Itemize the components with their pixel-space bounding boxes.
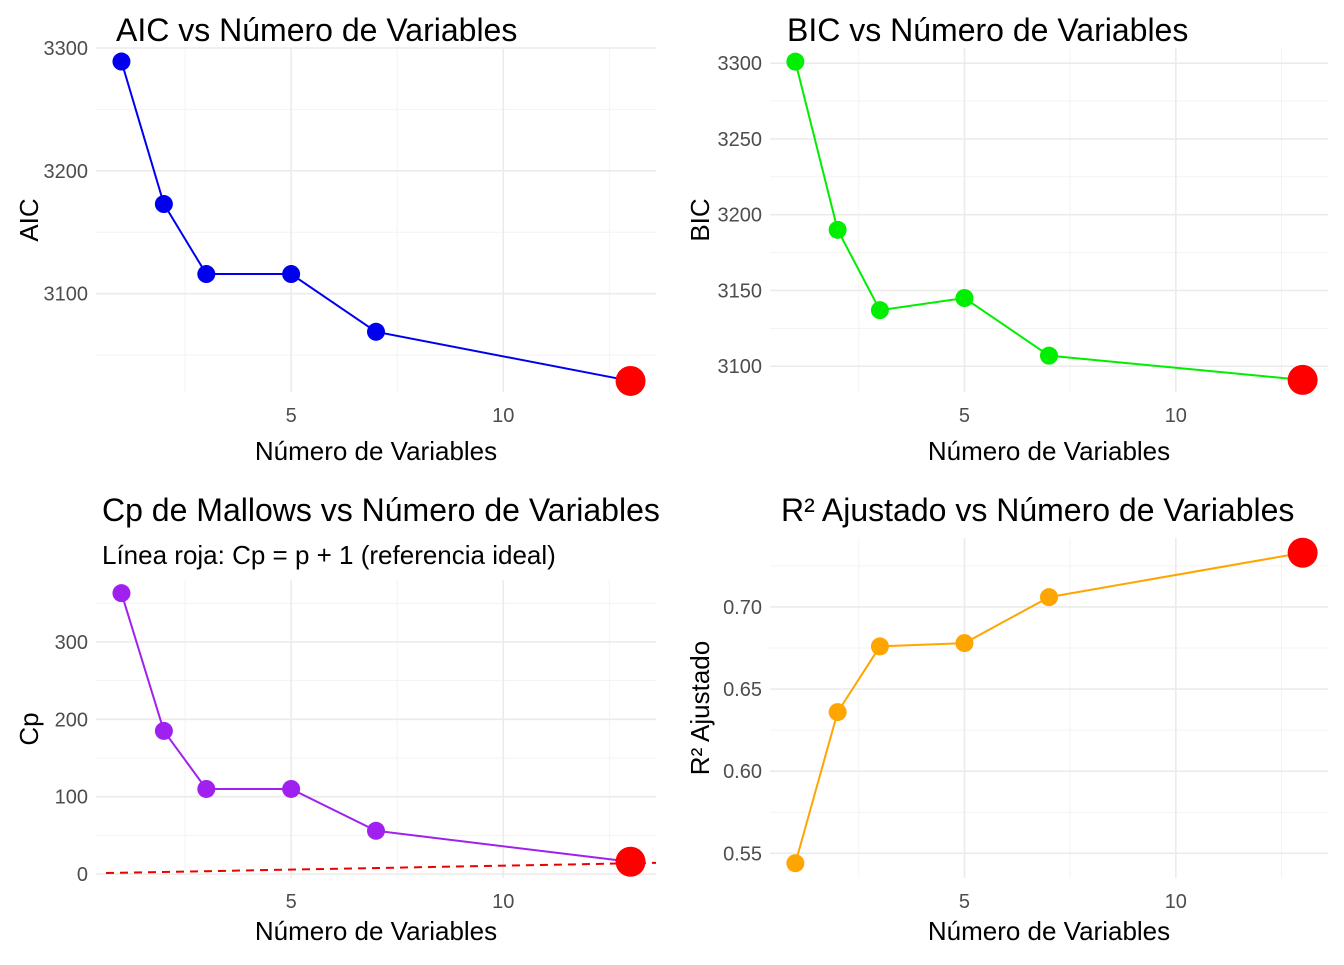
y-tick-label: 0.55 (723, 843, 762, 865)
data-point (1040, 588, 1058, 607)
x-tick-label: 10 (492, 405, 514, 427)
x-axis-title: Número de Variables (928, 916, 1170, 946)
y-tick-label: 100 (55, 787, 88, 809)
data-point (282, 265, 301, 284)
y-tick-label: 3300 (718, 53, 763, 75)
y-tick-label: 3200 (718, 205, 763, 227)
y-tick-label: 0.65 (723, 679, 762, 701)
data-point (197, 779, 216, 798)
best-model-point (615, 846, 646, 877)
y-tick-label: 3100 (44, 284, 89, 306)
chart-title: R² Ajustado vs Número de Variables (781, 492, 1294, 528)
x-tick-label: 5 (286, 891, 297, 913)
x-tick-label: 10 (1165, 891, 1187, 913)
data-point (197, 265, 216, 284)
x-axis-title: Número de Variables (255, 916, 497, 946)
y-axis-title: R² Ajustado (685, 641, 715, 775)
panel-bic: 5 10 3100 3150 3200 3250 3300 BIC vs Número de … (685, 12, 1328, 466)
data-point (367, 821, 385, 840)
y-tick-label: 3250 (718, 129, 763, 151)
series-line (794, 551, 1303, 864)
series-line (794, 61, 1303, 381)
series-line (120, 592, 631, 863)
data-point (112, 52, 131, 71)
data-point (282, 779, 301, 798)
data-point (870, 637, 889, 656)
chart-title: BIC vs Número de Variables (787, 12, 1188, 48)
data-point (786, 52, 805, 71)
best-model-point (1287, 537, 1318, 568)
data-point (786, 854, 805, 873)
data-point (154, 721, 173, 740)
data-point (828, 703, 847, 722)
best-model-point (615, 365, 646, 396)
y-tick-label: 0.60 (723, 761, 762, 783)
y-axis-title: Cp (14, 712, 44, 745)
panel-r2: 5 10 0.55 0.60 0.65 0.70 R² Ajustado vs Número… (685, 492, 1328, 946)
y-tick-label: 300 (55, 632, 88, 654)
y-tick-label: 0 (77, 864, 88, 886)
chart-title: Cp de Mallows vs Número de Variables (102, 492, 660, 528)
y-axis-title: BIC (685, 198, 715, 241)
x-tick-label: 10 (1165, 405, 1187, 427)
x-tick-label: 5 (959, 405, 970, 427)
y-tick-label: 3300 (44, 38, 89, 60)
data-point (112, 584, 131, 603)
reference-line (105, 861, 657, 875)
data-point (154, 195, 173, 214)
data-point (367, 322, 385, 341)
data-point (955, 289, 974, 308)
series-line (120, 61, 631, 382)
x-tick-label: 5 (286, 405, 297, 427)
chart-subtitle: Línea roja: Cp = p + 1 (referencia ideal… (102, 540, 556, 570)
data-point (870, 301, 889, 320)
data-point (828, 220, 847, 239)
x-tick-label: 5 (959, 891, 970, 913)
x-tick-label: 10 (492, 891, 514, 913)
y-tick-label: 3200 (44, 161, 89, 183)
y-tick-label: 3100 (718, 356, 763, 378)
y-tick-label: 200 (55, 709, 88, 731)
x-axis-title: Número de Variables (928, 436, 1170, 466)
x-axis-title: Número de Variables (255, 436, 497, 466)
data-point (955, 634, 974, 653)
y-tick-label: 3150 (718, 280, 763, 302)
best-model-point (1287, 364, 1318, 395)
panel-aic: 5 10 3100 3200 3300 AIC vs Número de Variable… (14, 12, 656, 466)
chart-title: AIC vs Número de Variables (116, 12, 517, 48)
y-tick-label: 0.70 (723, 597, 762, 619)
data-point (1040, 346, 1058, 365)
y-axis-title: AIC (14, 198, 44, 241)
